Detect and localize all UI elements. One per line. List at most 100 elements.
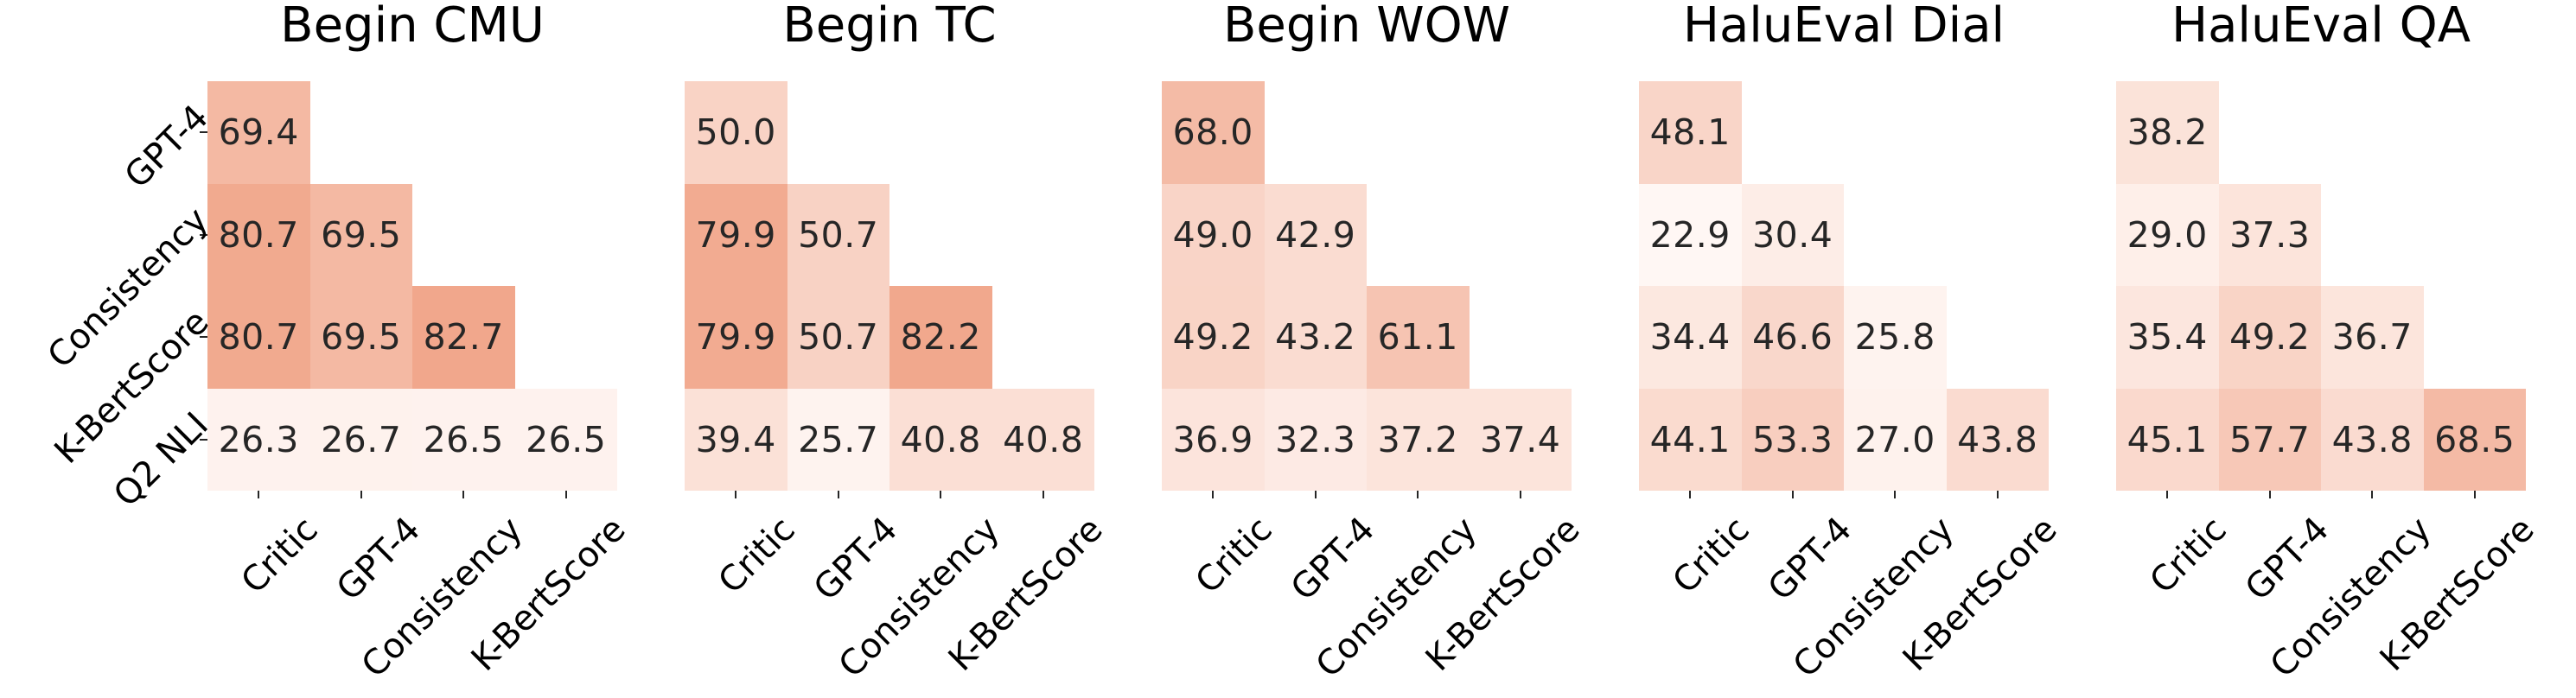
x-tick-mark — [1996, 491, 1999, 498]
heatmap-cell: 49.2 — [2218, 286, 2321, 389]
x-tick-label: Critic — [2142, 509, 2235, 602]
cell-value: 49.2 — [2229, 316, 2311, 359]
cell-value: 53.3 — [1752, 418, 1833, 460]
cell-value: 46.6 — [1752, 316, 1833, 359]
y-tick-mark — [200, 233, 207, 236]
y-tick-mark — [200, 336, 207, 339]
heatmap-cell: 34.4 — [1639, 286, 1742, 389]
y-tick-label: GPT-4 — [117, 97, 217, 197]
heatmap-cell: 80.7 — [207, 183, 310, 286]
cell-value: 43.2 — [1275, 316, 1356, 359]
cell-value: 26.7 — [321, 418, 402, 460]
x-tick-mark — [1314, 491, 1317, 498]
x-tick-mark — [2268, 491, 2271, 498]
y-tick-mark — [200, 131, 207, 134]
cell-value: 38.2 — [2126, 111, 2208, 154]
heatmap-cell: 37.4 — [1469, 388, 1572, 491]
panel-begin-wow: Begin WOW 68.0 49.0 42.9 49.2 43.2 61.1 36.9 32… — [1162, 0, 1587, 698]
cell-value: 49.2 — [1172, 316, 1253, 359]
x-tick-mark — [2371, 491, 2374, 498]
cell-value: 79.9 — [695, 213, 776, 256]
x-tick-mark — [2166, 491, 2169, 498]
panel-title: Begin TC — [782, 0, 997, 54]
panel-halueval-qa: HaluEval QA 38.2 29.0 37.3 35.4 49.2 36.7 45.1… — [2116, 0, 2541, 698]
cell-value: 45.1 — [2126, 418, 2208, 460]
heatmap-cell: 29.0 — [2116, 183, 2219, 286]
cell-value: 36.7 — [2331, 316, 2413, 359]
heatmap-cell: 37.2 — [1367, 388, 1470, 491]
cell-value: 39.4 — [695, 418, 776, 460]
cell-value: 26.5 — [526, 418, 607, 460]
heatmap-cell: 43.8 — [2321, 388, 2424, 491]
heatmap-cell: 79.9 — [685, 183, 787, 286]
x-tick-mark — [735, 491, 737, 498]
cell-value: 79.9 — [695, 316, 776, 359]
heatmap-cell: 48.1 — [1639, 81, 1742, 184]
cell-value: 34.4 — [1649, 316, 1731, 359]
cell-value: 30.4 — [1752, 213, 1833, 256]
x-tick-label: GPT-4 — [1283, 509, 1383, 609]
heatmap-cell: 36.9 — [1162, 388, 1265, 491]
cell-value: 25.7 — [798, 418, 879, 460]
heatmap-cell: 46.6 — [1741, 286, 1844, 389]
heatmap-cell: 40.8 — [992, 388, 1094, 491]
heatmap-cell: 25.7 — [787, 388, 889, 491]
cell-value: 44.1 — [1649, 418, 1731, 460]
panel-title: HaluEval QA — [2171, 0, 2471, 54]
heatmap-grid: 38.2 29.0 37.3 35.4 49.2 36.7 45.1 57.7 43.8 68.5 — [2116, 81, 2526, 491]
x-tick-mark — [1417, 491, 1419, 498]
heatmap-cell: 61.1 — [1367, 286, 1470, 389]
cell-value: 68.0 — [1172, 111, 1253, 154]
cell-value: 48.1 — [1649, 111, 1731, 154]
cell-value: 69.5 — [321, 316, 402, 359]
x-tick-label: Critic — [1188, 509, 1280, 602]
heatmap-cell: 69.4 — [207, 81, 310, 184]
heatmap-cell: 82.2 — [889, 286, 992, 389]
heatmap-cell: 43.2 — [1264, 286, 1367, 389]
heatmap-cell: 79.9 — [685, 286, 787, 389]
heatmap-cell: 69.5 — [309, 286, 412, 389]
x-tick-label: Critic — [233, 509, 326, 602]
heatmap-grid: 69.4 80.7 69.5 80.7 69.5 82.7 26.3 26.7 26.5 26.5 — [207, 81, 617, 491]
cell-value: 57.7 — [2229, 418, 2311, 460]
heatmap-cell: 82.7 — [412, 286, 515, 389]
heatmap-grid: 48.1 22.9 30.4 34.4 46.6 25.8 44.1 53.3 27.0 43.8 — [1639, 81, 2049, 491]
heatmap-cell: 43.8 — [1946, 388, 2049, 491]
cell-value: 35.4 — [2126, 316, 2208, 359]
heatmap-grid: 68.0 49.0 42.9 49.2 43.2 61.1 36.9 32.3 37.2 37.4 — [1162, 81, 1572, 491]
cell-value: 37.2 — [1377, 418, 1458, 460]
heatmap-cell: 22.9 — [1639, 183, 1742, 286]
x-tick-mark — [1212, 491, 1215, 498]
cell-value: 49.0 — [1172, 213, 1253, 256]
heatmap-cell: 49.0 — [1162, 183, 1265, 286]
x-tick-mark — [360, 491, 362, 498]
cell-value: 37.3 — [2229, 213, 2311, 256]
cell-value: 25.8 — [1854, 316, 1935, 359]
heatmap-cell: 32.3 — [1264, 388, 1367, 491]
x-tick-mark — [1042, 491, 1044, 498]
heatmap-cell: 50.0 — [685, 81, 787, 184]
x-tick-mark — [940, 491, 942, 498]
heatmap-cell: 37.3 — [2218, 183, 2321, 286]
x-tick-mark — [1689, 491, 1692, 498]
heatmap-cell: 49.2 — [1162, 286, 1265, 389]
cell-value: 80.7 — [218, 213, 299, 256]
cell-value: 82.2 — [900, 316, 981, 359]
heatmap-cell: 26.3 — [207, 388, 310, 491]
x-tick-mark — [462, 491, 465, 498]
heatmap-cell: 35.4 — [2116, 286, 2219, 389]
heatmap-cell: 53.3 — [1741, 388, 1844, 491]
heatmap-cell: 80.7 — [207, 286, 310, 389]
cell-value: 26.5 — [423, 418, 504, 460]
heatmap-cell: 26.7 — [309, 388, 412, 491]
x-tick-mark — [1519, 491, 1521, 498]
heatmap-cell: 57.7 — [2218, 388, 2321, 491]
heatmap-grid: 50.0 79.9 50.7 79.9 50.7 82.2 39.4 25.7 40.8 40.8 — [685, 81, 1094, 491]
heatmap-cell: 38.2 — [2116, 81, 2219, 184]
cell-value: 29.0 — [2126, 213, 2208, 256]
heatmap-cell: 42.9 — [1264, 183, 1367, 286]
cell-value: 22.9 — [1649, 213, 1731, 256]
heatmap-cell: 39.4 — [685, 388, 787, 491]
heatmap-cell: 50.7 — [787, 286, 889, 389]
